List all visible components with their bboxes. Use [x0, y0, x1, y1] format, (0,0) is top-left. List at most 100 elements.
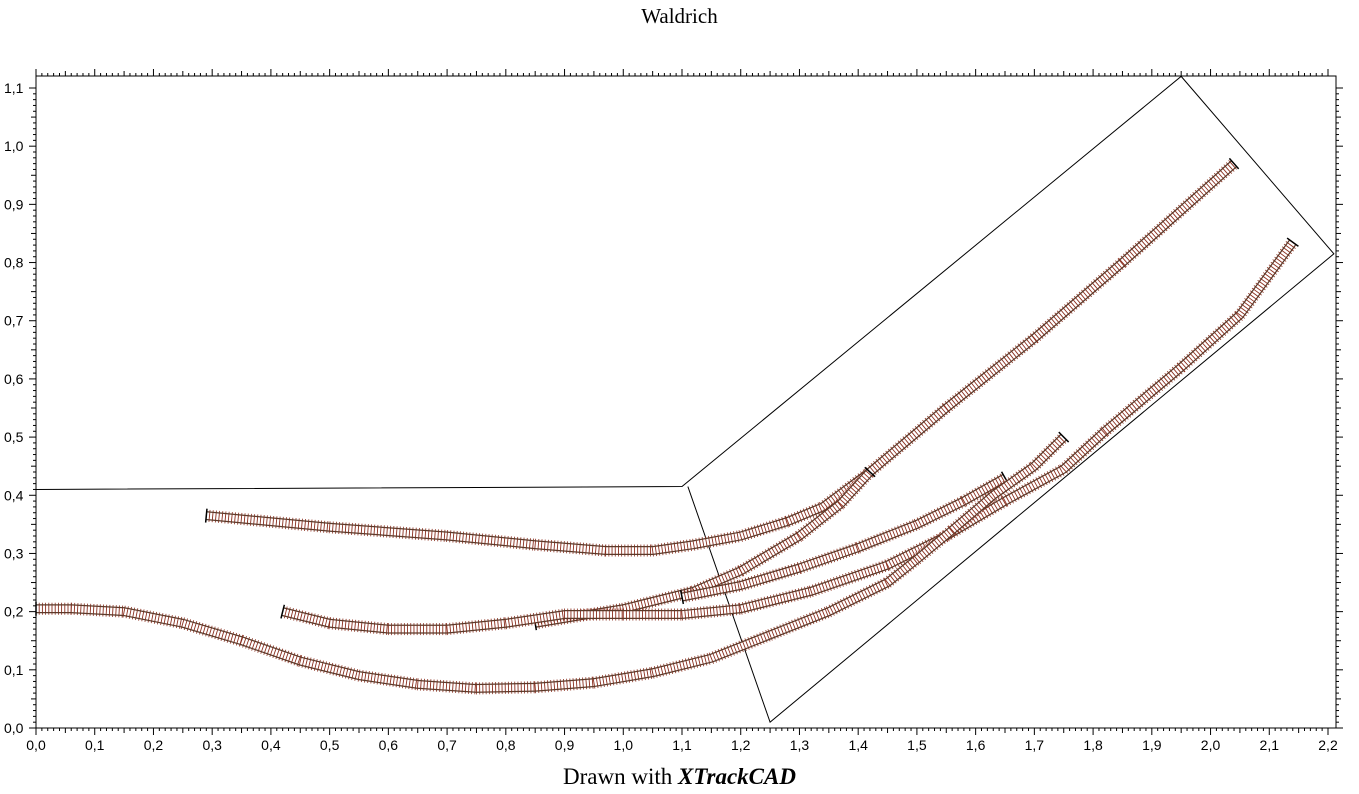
track-tie-inner: [1228, 319, 1235, 326]
track-tie-inner: [1131, 249, 1138, 255]
track-tie-inner: [1008, 494, 1013, 502]
track-end-marker: [864, 466, 876, 478]
track-tie-inner: [771, 630, 775, 638]
track-tie-inner: [977, 513, 982, 520]
track-tie-inner: [690, 591, 693, 599]
track-tie-inner: [1246, 299, 1253, 305]
track-tie-inner: [724, 584, 728, 592]
track-tie-inner: [1156, 383, 1162, 390]
track-tie-inner: [240, 515, 243, 523]
x-tick-label: 1,9: [1142, 737, 1162, 753]
track-tie-inner: [506, 538, 509, 546]
track-tie-inner: [956, 521, 963, 527]
track-tie-inner: [487, 621, 490, 629]
track-tie-inner: [591, 679, 594, 687]
track-tie-inner: [547, 542, 549, 550]
track-tie-inner: [497, 537, 499, 545]
track-tie-inner: [1005, 496, 1010, 503]
track-tie-inner: [932, 512, 937, 520]
track-tie-inner: [790, 536, 796, 544]
track-tie-inner: [783, 625, 787, 633]
track-tie-inner: [1011, 477, 1017, 484]
track-tie-inner: [807, 525, 813, 532]
track-tie-inner: [1177, 208, 1183, 215]
track-tie-inner: [891, 558, 896, 566]
track-tie-inner: [668, 593, 672, 601]
tracks: [35, 157, 1299, 695]
track-tie-inner: [681, 611, 683, 619]
track-tie-inner: [1047, 447, 1054, 454]
track-tie-inner: [985, 508, 990, 515]
track-tie-inner: [800, 563, 805, 571]
track-tie-inner: [816, 558, 820, 566]
track-tie-inner: [1151, 387, 1157, 394]
track-tie-inner: [494, 620, 496, 628]
track-tie-inner: [687, 610, 690, 618]
track-tie-inner: [1092, 283, 1098, 290]
track-tie-inner: [758, 600, 761, 608]
track-tie-inner: [291, 655, 295, 663]
track-tie-inner: [990, 492, 996, 499]
track-tie-inner: [338, 524, 340, 532]
track-tie-inner: [452, 533, 455, 541]
track-gap: [281, 240, 1296, 633]
x-tick-label: 1,0: [614, 737, 634, 753]
track-tie-inner: [497, 620, 499, 628]
track-tie-inner: [901, 440, 907, 447]
x-tick-label: 0,7: [437, 737, 457, 753]
track-tie-inner: [838, 602, 843, 610]
track-tie-inner: [745, 603, 749, 611]
x-tick-label: 0,2: [144, 737, 164, 753]
track-tie-inner: [939, 535, 945, 542]
track-tie-inner: [443, 532, 446, 540]
track-tie-inner: [344, 524, 347, 532]
track-tie-inner: [983, 498, 989, 505]
track-tie-inner: [566, 681, 568, 689]
track-tie-inner: [976, 379, 982, 386]
track-tie-inner: [667, 544, 670, 552]
track-tie-inner: [835, 492, 841, 499]
track-tie-inner: [1026, 339, 1032, 346]
track-tie-inner: [379, 527, 382, 535]
track-tie-inner: [338, 620, 340, 628]
track-tie-inner: [1034, 333, 1040, 340]
track-tie-inner: [1210, 178, 1217, 185]
track-tie-inner: [1158, 225, 1164, 232]
x-tick-label: 1,8: [1083, 737, 1103, 753]
track-tie-inner: [258, 643, 262, 651]
track-tie-inner: [1028, 484, 1033, 491]
track-tie-inner: [242, 638, 247, 646]
track-tie-inner: [303, 613, 306, 621]
track-tie-inner: [717, 536, 720, 544]
track-tie-inner: [739, 605, 743, 613]
track-tie-inner: [739, 642, 743, 650]
track-tie-inner: [1061, 466, 1067, 472]
track-tie-inner: [307, 521, 310, 529]
track-tie-inner: [221, 631, 225, 639]
track-tie-inner: [838, 490, 844, 497]
track-tie-inner: [842, 576, 847, 584]
track-tie-inner: [415, 680, 417, 688]
track-gap: [36, 434, 1067, 692]
track-tie-inner: [1219, 328, 1225, 334]
track-tie-inner: [1048, 320, 1054, 327]
track-tie-inner: [820, 503, 826, 510]
track-tie-inner: [1233, 315, 1239, 322]
track-tie-inner: [424, 530, 427, 538]
track-tie-inner: [446, 532, 448, 540]
track-tie-inner: [547, 682, 549, 690]
track-tie-inner: [1148, 234, 1154, 240]
y-tick-label: 1,1: [4, 80, 24, 96]
x-axis-labels: 0,0 0,1 0,2 0,3 0,4 0,5 0,6 0,7 0,8 0,9 1,0 1,1 1,2 1…: [26, 737, 1338, 753]
track-tie-inner: [821, 610, 826, 618]
track-tie-inner: [281, 519, 284, 527]
track-tie-inner: [555, 612, 558, 620]
track-tie-inner: [935, 411, 942, 418]
track-tie-inner: [923, 421, 929, 428]
track-tie-inner: [794, 565, 798, 573]
track-tie-inner: [290, 610, 294, 618]
x-tick-label: 1,1: [672, 737, 692, 753]
track-tie-inner: [800, 511, 805, 519]
track-tie-inner: [301, 521, 303, 529]
track-tie-inner: [795, 591, 798, 599]
